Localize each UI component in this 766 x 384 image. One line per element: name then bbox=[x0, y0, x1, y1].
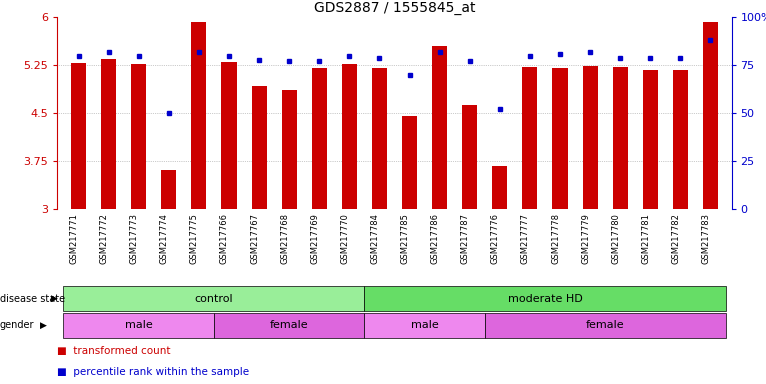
Text: gender: gender bbox=[0, 320, 34, 331]
Bar bbox=[643, 70, 658, 209]
Text: GSM217779: GSM217779 bbox=[581, 213, 590, 264]
Bar bbox=[282, 89, 296, 209]
Bar bbox=[613, 66, 627, 209]
Text: GSM217778: GSM217778 bbox=[551, 213, 560, 264]
Text: GSM217774: GSM217774 bbox=[160, 213, 169, 264]
Bar bbox=[673, 70, 688, 209]
Bar bbox=[312, 68, 327, 209]
Text: GSM217772: GSM217772 bbox=[100, 213, 109, 264]
Bar bbox=[432, 46, 447, 209]
Text: GSM217784: GSM217784 bbox=[371, 213, 379, 264]
Text: control: control bbox=[195, 293, 233, 304]
Bar bbox=[162, 170, 176, 209]
Text: GSM217769: GSM217769 bbox=[310, 213, 319, 264]
Text: GSM217771: GSM217771 bbox=[70, 213, 79, 264]
Bar bbox=[522, 67, 538, 209]
Text: GSM217787: GSM217787 bbox=[460, 213, 470, 264]
Text: ■  transformed count: ■ transformed count bbox=[57, 346, 171, 356]
Bar bbox=[402, 116, 417, 209]
Bar bbox=[372, 68, 387, 209]
Text: GSM217768: GSM217768 bbox=[280, 213, 290, 264]
Bar bbox=[552, 68, 568, 209]
Text: GSM217783: GSM217783 bbox=[702, 213, 711, 264]
Text: disease state: disease state bbox=[0, 293, 65, 304]
Text: ▶: ▶ bbox=[51, 294, 57, 303]
Text: ■  percentile rank within the sample: ■ percentile rank within the sample bbox=[57, 367, 250, 377]
Text: GSM217773: GSM217773 bbox=[129, 213, 139, 264]
Text: GSM217777: GSM217777 bbox=[521, 213, 530, 264]
Bar bbox=[101, 59, 116, 209]
Text: GSM217775: GSM217775 bbox=[190, 213, 199, 264]
Text: GSM217766: GSM217766 bbox=[220, 213, 229, 264]
Bar bbox=[703, 22, 718, 209]
Text: GSM217776: GSM217776 bbox=[491, 213, 499, 264]
Bar bbox=[251, 86, 267, 209]
Text: female: female bbox=[586, 320, 624, 331]
Text: male: male bbox=[411, 320, 438, 331]
Text: GSM217785: GSM217785 bbox=[401, 213, 410, 264]
Text: female: female bbox=[270, 320, 309, 331]
Text: GSM217767: GSM217767 bbox=[250, 213, 259, 264]
Bar bbox=[493, 166, 507, 209]
Text: male: male bbox=[125, 320, 152, 331]
Bar bbox=[462, 105, 477, 209]
Text: GSM217786: GSM217786 bbox=[430, 213, 440, 264]
Bar bbox=[342, 64, 357, 209]
Text: ▶: ▶ bbox=[40, 321, 47, 330]
Text: moderate HD: moderate HD bbox=[508, 293, 582, 304]
Bar bbox=[583, 66, 597, 209]
Text: GSM217780: GSM217780 bbox=[611, 213, 620, 264]
Bar bbox=[192, 22, 206, 209]
Text: GSM217770: GSM217770 bbox=[340, 213, 349, 264]
Text: GSM217782: GSM217782 bbox=[671, 213, 680, 264]
Bar bbox=[71, 63, 86, 209]
Bar bbox=[221, 62, 237, 209]
Text: GSM217781: GSM217781 bbox=[641, 213, 650, 264]
Bar bbox=[131, 64, 146, 209]
Text: GDS2887 / 1555845_at: GDS2887 / 1555845_at bbox=[314, 2, 475, 15]
